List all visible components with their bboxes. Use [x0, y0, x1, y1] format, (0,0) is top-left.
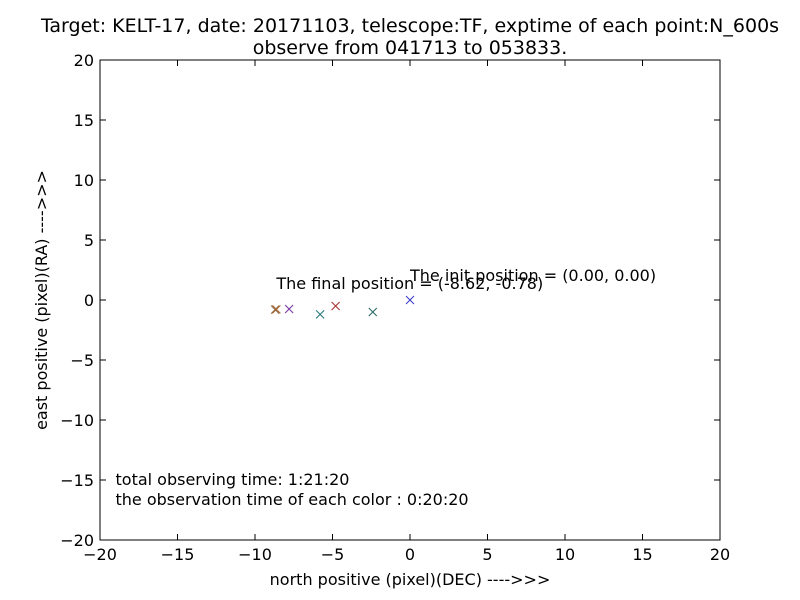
data-point	[270, 305, 280, 314]
x-tick-label: −20	[83, 545, 117, 564]
x-tick-label: 10	[555, 545, 575, 564]
y-tick-label: −20	[60, 531, 94, 550]
y-tick-label: 0	[84, 291, 94, 310]
chart-annotation: The final position = (-8.62, -0.78)	[275, 274, 543, 293]
y-tick-label: 5	[84, 231, 94, 250]
chart-title-line2: observe from 041713 to 053833.	[253, 37, 568, 59]
chart-annotation: the observation time of each color : 0:2…	[116, 490, 469, 509]
y-tick-label: −10	[60, 411, 94, 430]
chart-title-line1: Target: KELT-17, date: 20171103, telesco…	[40, 15, 779, 37]
data-point	[272, 304, 281, 314]
y-axis-label: east positive (pixel)(RA) ---->>>	[32, 170, 51, 430]
x-tick-label: 5	[482, 545, 492, 564]
chart-annotation: total observing time: 1:21:20	[116, 470, 350, 489]
y-tick-labels: −20 −15 −10 −5 0 5 10 15 20	[60, 51, 94, 550]
axis-ticks	[99, 59, 721, 541]
y-tick-label: 10	[74, 171, 94, 190]
y-tick-label: −15	[60, 471, 94, 490]
data-point	[315, 310, 325, 319]
y-tick-label: 15	[74, 111, 94, 130]
data-points	[270, 295, 415, 319]
y-tick-label: −5	[70, 351, 94, 370]
data-point	[368, 307, 378, 317]
x-tick-label: −5	[321, 545, 345, 564]
data-point	[405, 295, 415, 305]
x-tick-label: −10	[238, 545, 272, 564]
chart-annotation: The init position = (0.00, 0.00)	[409, 266, 656, 285]
x-tick-labels: −20 −15 −10 −5 0 5 10 15 20	[83, 545, 730, 564]
data-point	[284, 304, 294, 314]
annotations: The init position = (0.00, 0.00)The fina…	[116, 266, 657, 509]
data-point	[331, 301, 340, 311]
x-tick-label: 0	[405, 545, 415, 564]
x-axis-label: north positive (pixel)(DEC) ---->>>	[270, 570, 551, 589]
x-tick-label: 20	[710, 545, 730, 564]
x-tick-label: 15	[632, 545, 652, 564]
y-tick-label: 20	[74, 51, 94, 70]
x-tick-label: −15	[161, 545, 195, 564]
